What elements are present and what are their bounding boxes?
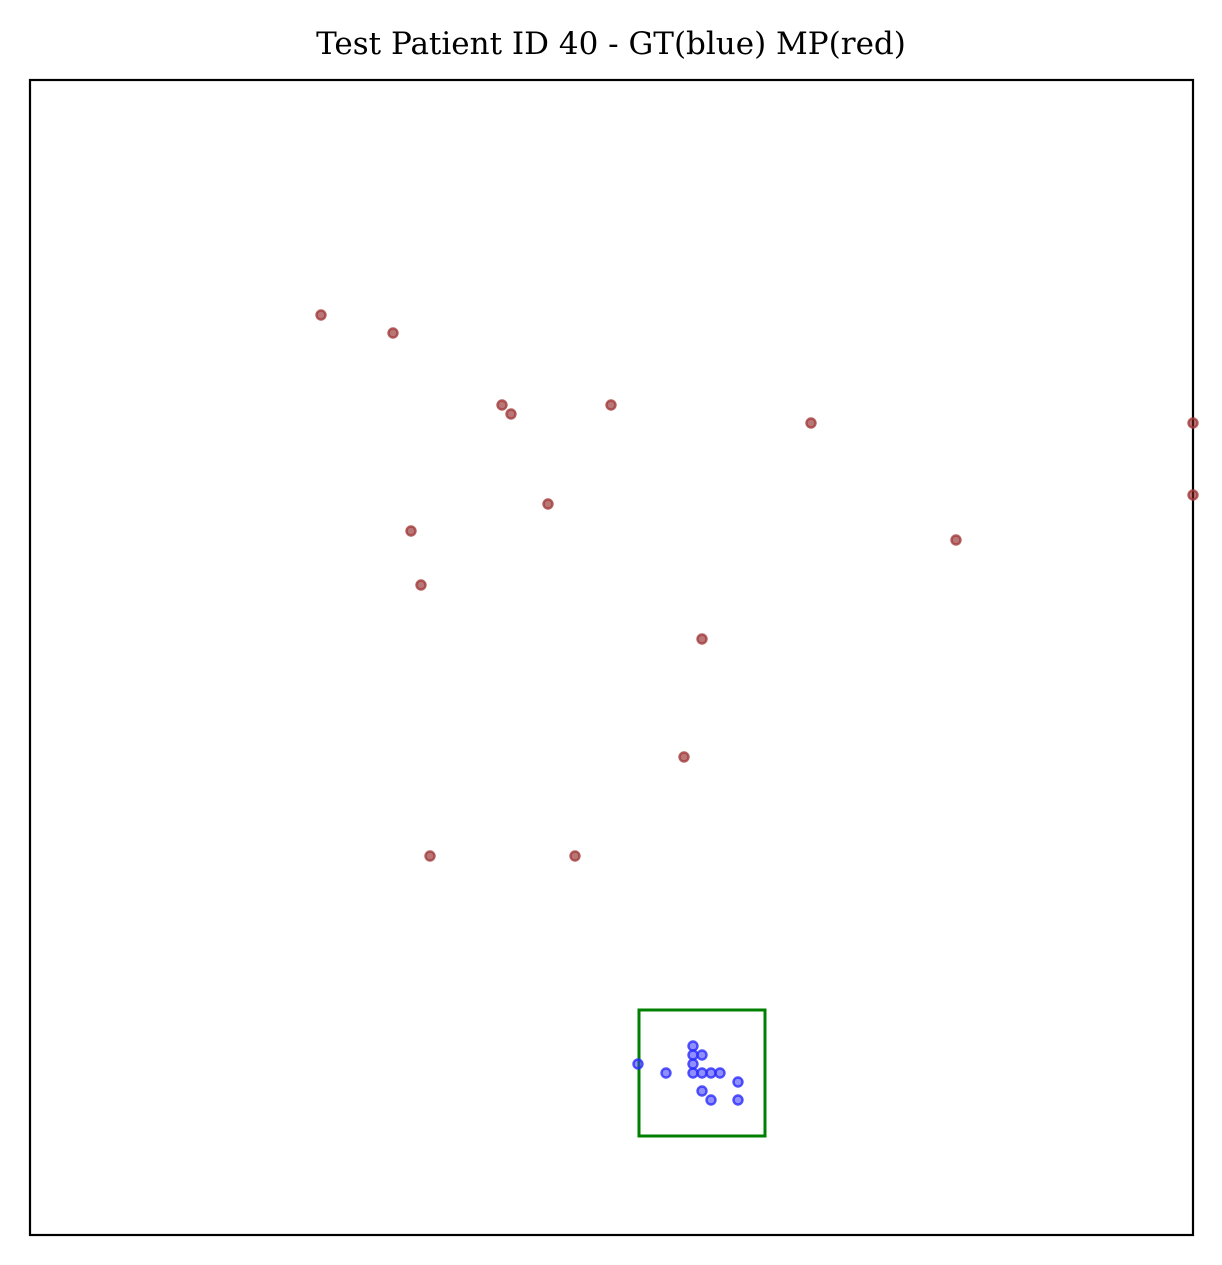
prediction-point-13 xyxy=(678,751,690,763)
ground-truth-point-7 xyxy=(696,1067,708,1079)
prediction-point-15 xyxy=(569,850,581,862)
ground-truth-point-11 xyxy=(714,1067,726,1079)
prediction-point-10 xyxy=(950,534,962,546)
prediction-point-9 xyxy=(405,525,417,537)
prediction-point-6 xyxy=(1187,417,1199,429)
prediction-point-12 xyxy=(696,633,708,645)
ground-truth-point-8 xyxy=(696,1085,708,1097)
ground-truth-bounding-box xyxy=(637,1008,767,1138)
ground-truth-point-1 xyxy=(660,1067,672,1079)
prediction-point-2 xyxy=(496,399,508,411)
prediction-point-5 xyxy=(805,417,817,429)
prediction-point-14 xyxy=(424,850,436,862)
ground-truth-point-6 xyxy=(696,1049,708,1061)
prediction-point-8 xyxy=(542,498,554,510)
ground-truth-point-13 xyxy=(732,1094,744,1106)
prediction-point-7 xyxy=(1187,489,1199,501)
ground-truth-point-4 xyxy=(687,1058,699,1070)
ground-truth-point-2 xyxy=(687,1040,699,1052)
ground-truth-point-12 xyxy=(732,1076,744,1088)
plot-area xyxy=(315,309,1199,1138)
ground-truth-point-5 xyxy=(687,1067,699,1079)
ground-truth-point-10 xyxy=(705,1094,717,1106)
prediction-point-1 xyxy=(387,327,399,339)
ground-truth-point-9 xyxy=(705,1067,717,1079)
ground-truth-point-3 xyxy=(687,1049,699,1061)
plot-frame xyxy=(28,78,1195,1237)
prediction-point-0 xyxy=(315,309,327,321)
prediction-point-11 xyxy=(415,579,427,591)
ground-truth-point-0 xyxy=(632,1058,644,1070)
prediction-point-3 xyxy=(505,408,517,420)
chart-title: Test Patient ID 40 - GT(blue) MP(red) xyxy=(316,26,906,62)
prediction-point-4 xyxy=(605,399,617,411)
